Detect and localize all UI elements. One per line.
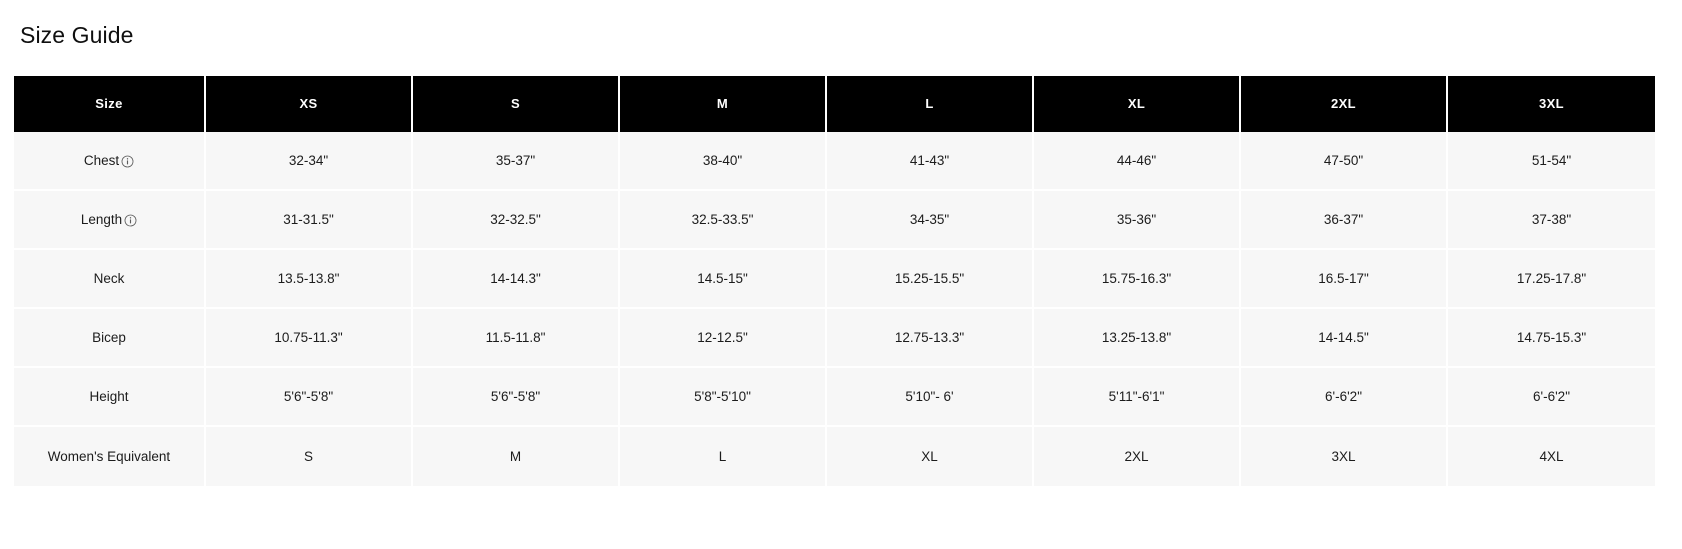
table-cell: 12-12.5"	[620, 308, 827, 368]
table-cell: 5'10"- 6'	[827, 367, 1034, 427]
table-cell: 10.75-11.3"	[206, 308, 413, 368]
table-cell: 13.25-13.8"	[1034, 308, 1241, 368]
size-guide-table: Size XS S M L XL 2XL 3XL Chest	[14, 75, 1655, 486]
table-row: Bicep 10.75-11.3" 11.5-11.8" 12-12.5" 12…	[14, 308, 1655, 368]
table-cell: 5'6"-5'8"	[413, 367, 620, 427]
row-label-text: Chest	[83, 152, 120, 168]
table-cell: 4XL	[1448, 426, 1655, 486]
table-cell: 12.75-13.3"	[827, 308, 1034, 368]
column-header-m: M	[620, 75, 827, 132]
row-label-height: Height	[14, 367, 206, 427]
table-header-row: Size XS S M L XL 2XL 3XL	[14, 75, 1655, 132]
table-row: Chest 32-34" 35-37" 38-40" 41-43"	[14, 131, 1655, 191]
table-cell: 14-14.3"	[413, 249, 620, 309]
table-cell: 35-37"	[413, 131, 620, 191]
column-header-xs: XS	[206, 75, 413, 132]
table-cell: 32.5-33.5"	[620, 190, 827, 250]
row-label-chest: Chest	[14, 131, 206, 191]
table-cell: 41-43"	[827, 131, 1034, 191]
table-cell: 51-54"	[1448, 131, 1655, 191]
column-header-xl: XL	[1034, 75, 1241, 132]
table-cell: M	[413, 426, 620, 486]
table-cell: XL	[827, 426, 1034, 486]
info-icon[interactable]	[123, 213, 137, 227]
table-cell: 13.5-13.8"	[206, 249, 413, 309]
table-cell: 5'6"-5'8"	[206, 367, 413, 427]
table-cell: 6'-6'2"	[1448, 367, 1655, 427]
table-row: Length 31-31.5" 32-32.5" 32.5-33.5" 34-3…	[14, 190, 1655, 250]
table-row: Women's Equivalent S M L XL 2XL 3XL 4XL	[14, 426, 1655, 486]
table-cell: 15.75-16.3"	[1034, 249, 1241, 309]
table-cell: 6'-6'2"	[1241, 367, 1448, 427]
table-cell: 32-34"	[206, 131, 413, 191]
table-cell: L	[620, 426, 827, 486]
table-cell: S	[206, 426, 413, 486]
column-header-s: S	[413, 75, 620, 132]
column-header-l: L	[827, 75, 1034, 132]
table-cell: 44-46"	[1034, 131, 1241, 191]
table-row: Height 5'6"-5'8" 5'6"-5'8" 5'8"-5'10" 5'…	[14, 367, 1655, 427]
column-header-3xl: 3XL	[1448, 75, 1655, 132]
table-cell: 47-50"	[1241, 131, 1448, 191]
page-title: Size Guide	[20, 22, 134, 48]
table-cell: 3XL	[1241, 426, 1448, 486]
table-cell: 32-32.5"	[413, 190, 620, 250]
row-label-bicep: Bicep	[14, 308, 206, 368]
row-label-neck: Neck	[14, 249, 206, 309]
table-cell: 37-38"	[1448, 190, 1655, 250]
row-label-text: Length	[80, 211, 123, 227]
table-cell: 14.5-15"	[620, 249, 827, 309]
info-icon[interactable]	[120, 154, 134, 168]
table-header: Size XS S M L XL 2XL 3XL	[14, 75, 1655, 132]
row-label-length: Length	[14, 190, 206, 250]
table-cell: 5'8"-5'10"	[620, 367, 827, 427]
column-header-2xl: 2XL	[1241, 75, 1448, 132]
column-header-size: Size	[14, 75, 206, 132]
table-cell: 15.25-15.5"	[827, 249, 1034, 309]
table-cell: 38-40"	[620, 131, 827, 191]
table-cell: 11.5-11.8"	[413, 308, 620, 368]
table-body: Chest 32-34" 35-37" 38-40" 41-43"	[14, 131, 1655, 486]
table-cell: 16.5-17"	[1241, 249, 1448, 309]
table-cell: 17.25-17.8"	[1448, 249, 1655, 309]
table-cell: 34-35"	[827, 190, 1034, 250]
table-cell: 2XL	[1034, 426, 1241, 486]
table-cell: 31-31.5"	[206, 190, 413, 250]
table-cell: 5'11"-6'1"	[1034, 367, 1241, 427]
size-guide-page: Size Guide Size XS S M L XL 2XL 3XL	[14, 22, 1655, 486]
table-cell: 36-37"	[1241, 190, 1448, 250]
table-row: Neck 13.5-13.8" 14-14.3" 14.5-15" 15.25-…	[14, 249, 1655, 309]
table-cell: 14.75-15.3"	[1448, 308, 1655, 368]
table-cell: 35-36"	[1034, 190, 1241, 250]
row-label-womens-equivalent: Women's Equivalent	[14, 426, 206, 486]
table-cell: 14-14.5"	[1241, 308, 1448, 368]
